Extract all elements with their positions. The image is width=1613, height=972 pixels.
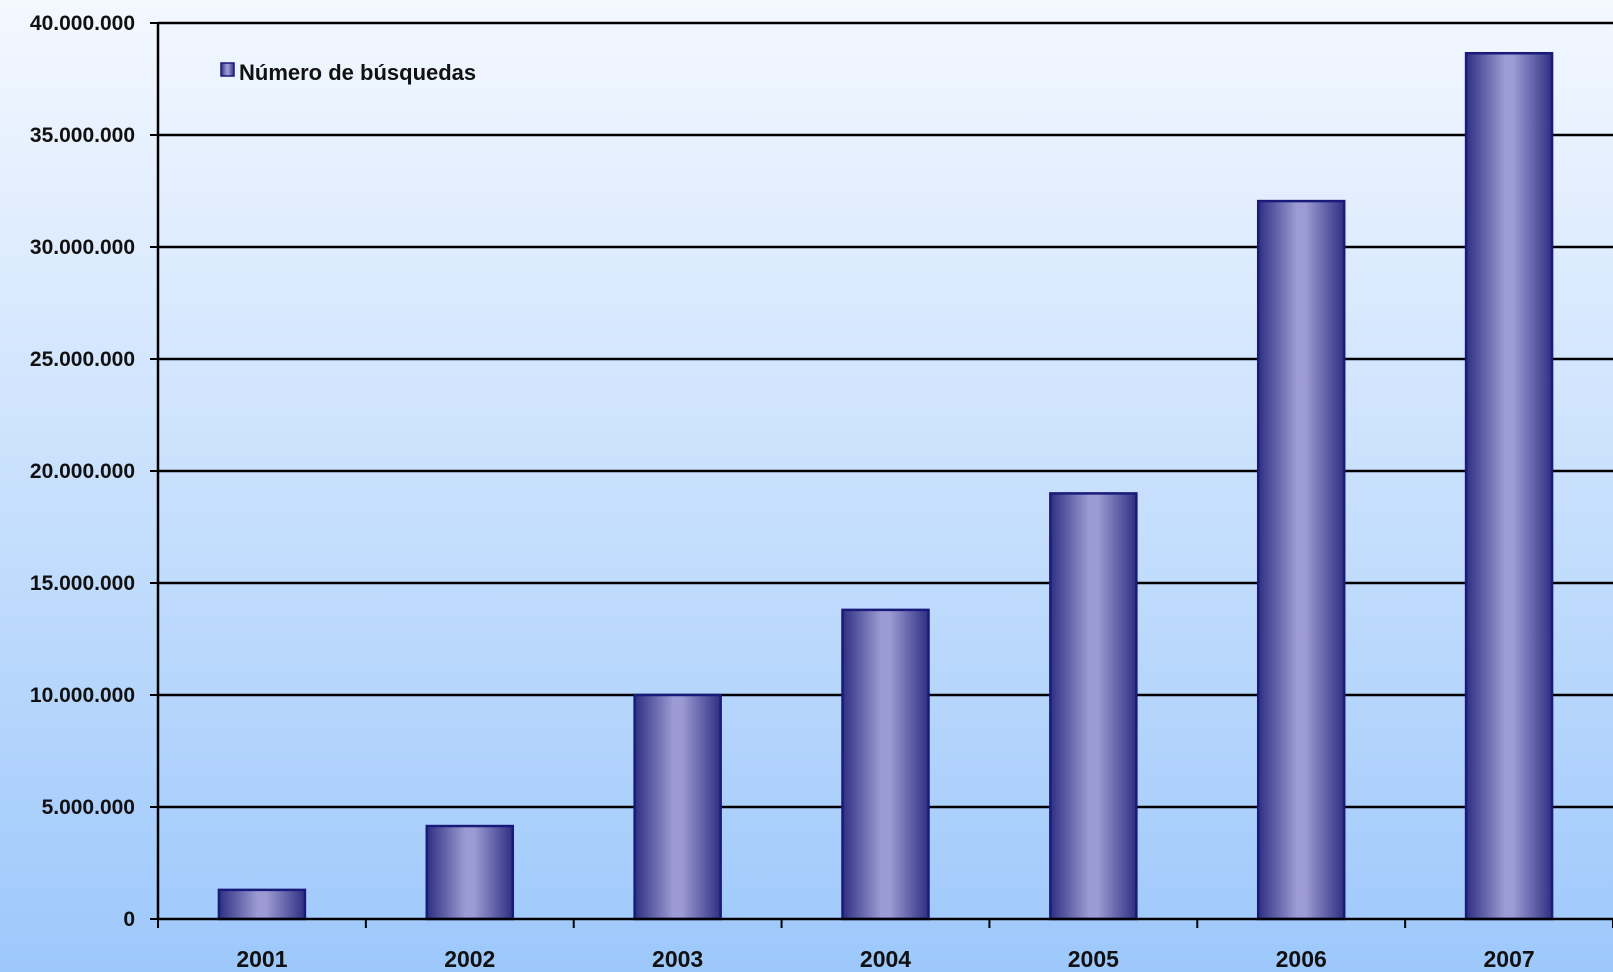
x-tick-label: 2006 xyxy=(1276,946,1327,972)
x-tick-label: 2005 xyxy=(1068,946,1119,972)
y-tick-label: 40.000.000 xyxy=(30,12,135,35)
bars xyxy=(217,51,1554,921)
y-tick-label: 15.000.000 xyxy=(30,572,135,595)
y-axis-tick-labels: 0 5.000.000 10.000.000 15.000.000 20.000.000… xyxy=(30,12,135,931)
axes xyxy=(156,23,1613,928)
bar-2007 xyxy=(1464,51,1554,921)
y-tick-label: 5.000.000 xyxy=(42,796,135,819)
y-tick-label: 35.000.000 xyxy=(30,124,135,147)
x-tick-label: 2002 xyxy=(444,946,495,972)
x-tick-label: 2003 xyxy=(652,946,703,972)
gridlines xyxy=(150,21,1613,920)
y-tick-label: 30.000.000 xyxy=(30,236,135,259)
bar-2003 xyxy=(633,693,722,921)
y-tick-label: 10.000.000 xyxy=(30,684,135,707)
y-tick-label: 20.000.000 xyxy=(30,460,135,483)
y-tick-label: 0 xyxy=(123,908,135,931)
x-tick-label: 2007 xyxy=(1483,946,1534,972)
bar-2004 xyxy=(841,608,930,921)
x-tick-label: 2001 xyxy=(236,946,287,972)
legend-label: Número de búsquedas xyxy=(239,60,476,85)
y-tick-label: 25.000.000 xyxy=(30,348,135,371)
x-axis-tick-labels: 2001 2002 2003 2004 2005 2006 2007 xyxy=(236,946,1534,972)
legend-swatch xyxy=(220,62,235,77)
legend: Número de búsquedas xyxy=(220,60,476,85)
bar-2001 xyxy=(217,888,307,921)
bar-2002 xyxy=(425,824,515,921)
x-tick-label: 2004 xyxy=(860,946,911,972)
bar-2006 xyxy=(1256,199,1346,921)
bar-2005 xyxy=(1049,492,1138,921)
